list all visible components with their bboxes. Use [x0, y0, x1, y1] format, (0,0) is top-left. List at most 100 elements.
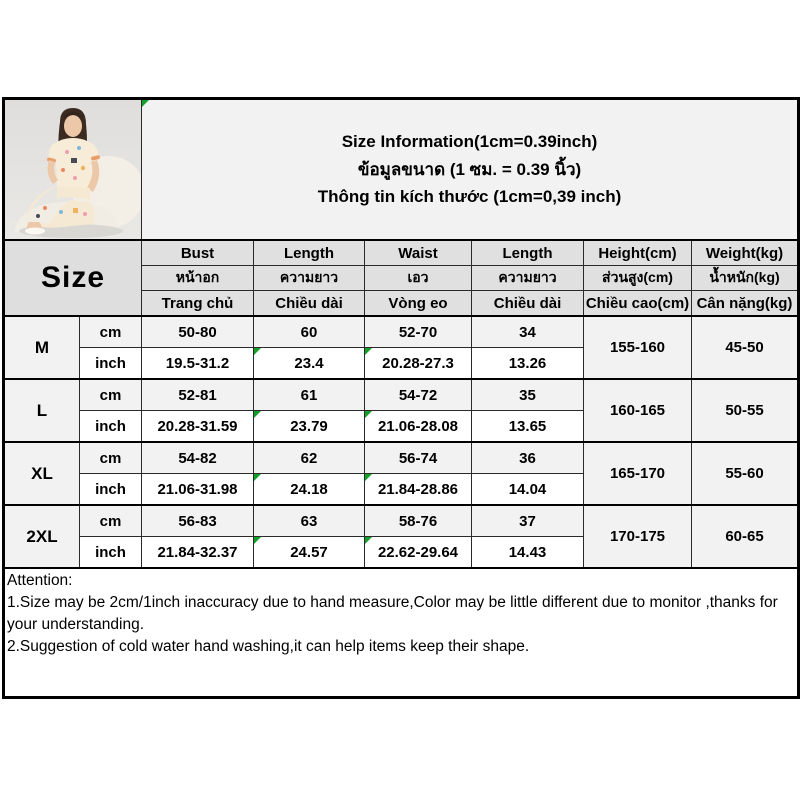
size-cell-2xl: 2XL — [3, 504, 80, 569]
header-length2-th: ความยาว — [471, 265, 584, 291]
cell-2xl-length-inch: 24.57 — [253, 536, 365, 569]
cell-2xl-waist-inch: 22.62-29.64 — [364, 536, 472, 569]
header-weight-vi: Cân nặng(kg) — [691, 290, 799, 317]
cell-l-length2-inch: 13.65 — [471, 410, 584, 443]
row-m-inch: inch 19.5-31.2 23.4 20.28-27.3 13.26 — [4, 347, 799, 380]
header-length-en: Length — [253, 239, 365, 266]
header-length-th: ความยาว — [253, 265, 365, 291]
row-xl-inch: inch 21.06-31.98 24.18 21.84-28.86 14.04 — [4, 473, 799, 506]
sleeve-cuff-right — [91, 155, 100, 161]
size-chart-sheet: Size Information(1cm=0.39inch) ข้อมูลขนา… — [2, 97, 800, 699]
slipper — [25, 227, 45, 235]
cell-m-weight: 45-50 — [691, 315, 799, 380]
row-m-cm: M cm 50-80 60 52-70 34 155-160 45-50 — [3, 315, 799, 380]
header-weight-th: น้ำหนัก(kg) — [691, 265, 799, 291]
title-row: Size Information(1cm=0.39inch) ข้อมูลขนา… — [3, 98, 799, 241]
header-waist-en: Waist — [364, 239, 472, 266]
cell-xl-waist-inch: 21.84-28.86 — [364, 473, 472, 506]
cell-m-waist-cm: 52-70 — [364, 315, 472, 348]
unit-cell-xl-cm: cm — [79, 441, 142, 474]
header-bust-th: หน้าอก — [141, 265, 254, 291]
header-length2-en: Length — [471, 239, 584, 266]
unit-cell-m-cm: cm — [79, 315, 142, 348]
excel-error-flag-icon — [365, 474, 372, 481]
attention-line-1: 1.Size may be 2cm/1inch inaccuracy due t… — [7, 594, 778, 634]
size-information-title-cell: Size Information(1cm=0.39inch) ข้อมูลขนา… — [141, 98, 799, 241]
cell-l-bust-cm: 52-81 — [141, 378, 254, 411]
cell-m-length-inch: 23.4 — [253, 347, 365, 380]
cell-2xl-bust-cm: 56-83 — [141, 504, 254, 537]
cell-xl-length-cm: 62 — [253, 441, 365, 474]
excel-error-flag-icon — [365, 411, 372, 418]
size-header-cell: Size — [3, 239, 142, 317]
title-line-th: ข้อมูลขนาด (1 ซม. = 0.39 นิ้ว) — [357, 159, 582, 179]
cell-m-waist-inch: 20.28-27.3 — [364, 347, 472, 380]
row-l-cm: L cm 52-81 61 54-72 35 160-165 50-55 — [3, 378, 799, 443]
product-photo — [3, 98, 142, 241]
excel-error-flag-icon — [365, 537, 372, 544]
header-length-vi: Chiều dài — [253, 290, 365, 317]
unit-cell-l-inch: inch — [79, 410, 142, 443]
excel-error-flag-icon — [254, 348, 261, 355]
cell-l-waist-inch: 21.06-28.08 — [364, 410, 472, 443]
pajama-pants — [27, 186, 95, 228]
cell-2xl-height: 170-175 — [583, 504, 692, 569]
size-cell-xl: XL — [3, 441, 80, 506]
size-information-table: Size Information(1cm=0.39inch) ข้อมูลขนา… — [2, 97, 800, 699]
cell-l-height: 160-165 — [583, 378, 692, 443]
header-height-vi: Chiều cao(cm) — [583, 290, 692, 317]
unit-cell-2xl-inch: inch — [79, 536, 142, 569]
header-height-en: Height(cm) — [583, 239, 692, 266]
cell-m-bust-inch: 19.5-31.2 — [141, 347, 254, 380]
pajama-top — [48, 138, 99, 191]
floor-shadow — [19, 224, 123, 238]
row-xl-cm: XL cm 54-82 62 56-74 36 165-170 55-60 — [3, 441, 799, 506]
attention-title: Attention: — [7, 572, 73, 589]
unit-cell-m-inch: inch — [79, 347, 142, 380]
header-height-th: ส่วนสูง(cm) — [583, 265, 692, 291]
cell-l-length2-cm: 35 — [471, 378, 584, 411]
cell-l-waist-cm: 54-72 — [364, 378, 472, 411]
cell-2xl-bust-inch: 21.84-32.37 — [141, 536, 254, 569]
header-waist-th: เอว — [364, 265, 472, 291]
header-length2-vi: Chiều dài — [471, 290, 584, 317]
header-bust-vi: Trang chủ — [141, 290, 254, 317]
cell-l-length-inch: 23.79 — [253, 410, 365, 443]
excel-error-flag-icon — [365, 348, 372, 355]
header-weight-en: Weight(kg) — [691, 239, 799, 266]
cell-xl-length2-inch: 14.04 — [471, 473, 584, 506]
cell-m-length2-cm: 34 — [471, 315, 584, 348]
model-photo-illustration — [5, 100, 141, 239]
cell-2xl-waist-cm: 58-76 — [364, 504, 472, 537]
excel-error-flag-icon — [254, 411, 261, 418]
unit-cell-xl-inch: inch — [79, 473, 142, 506]
cell-xl-height: 165-170 — [583, 441, 692, 506]
cell-xl-waist-cm: 56-74 — [364, 441, 472, 474]
cell-l-bust-inch: 20.28-31.59 — [141, 410, 254, 443]
attention-line-2: 2.Suggestion of cold water hand washing,… — [7, 638, 530, 656]
unit-cell-2xl-cm: cm — [79, 504, 142, 537]
cell-2xl-length-cm: 63 — [253, 504, 365, 537]
title-line-en: Size Information(1cm=0.39inch) — [341, 132, 598, 152]
cell-2xl-weight: 60-65 — [691, 504, 799, 569]
header-row-th: หน้าอก ความยาว เอว ความยาว ส่วนสูง(cm) น… — [4, 265, 799, 291]
cell-l-length-cm: 61 — [253, 378, 365, 411]
hair-fringe — [64, 112, 82, 118]
size-cell-m: M — [3, 315, 80, 380]
cell-m-height: 155-160 — [583, 315, 692, 380]
face — [64, 115, 82, 137]
header-waist-vi: Vòng eo — [364, 290, 472, 317]
size-cell-l: L — [3, 378, 80, 443]
cell-xl-weight: 55-60 — [691, 441, 799, 506]
unit-cell-l-cm: cm — [79, 378, 142, 411]
cell-2xl-length2-inch: 14.43 — [471, 536, 584, 569]
cell-2xl-length2-cm: 37 — [471, 504, 584, 537]
excel-error-flag-icon — [254, 474, 261, 481]
row-2xl-inch: inch 21.84-32.37 24.57 22.62-29.64 14.43 — [4, 536, 799, 569]
cell-m-length-cm: 60 — [253, 315, 365, 348]
excel-error-flag-icon — [142, 100, 149, 107]
excel-error-flag-icon — [254, 537, 261, 544]
arm-right — [87, 160, 100, 192]
cell-xl-length-inch: 24.18 — [253, 473, 365, 506]
attention-row: Attention: 1.Size may be 2cm/1inch inacc… — [3, 567, 799, 698]
